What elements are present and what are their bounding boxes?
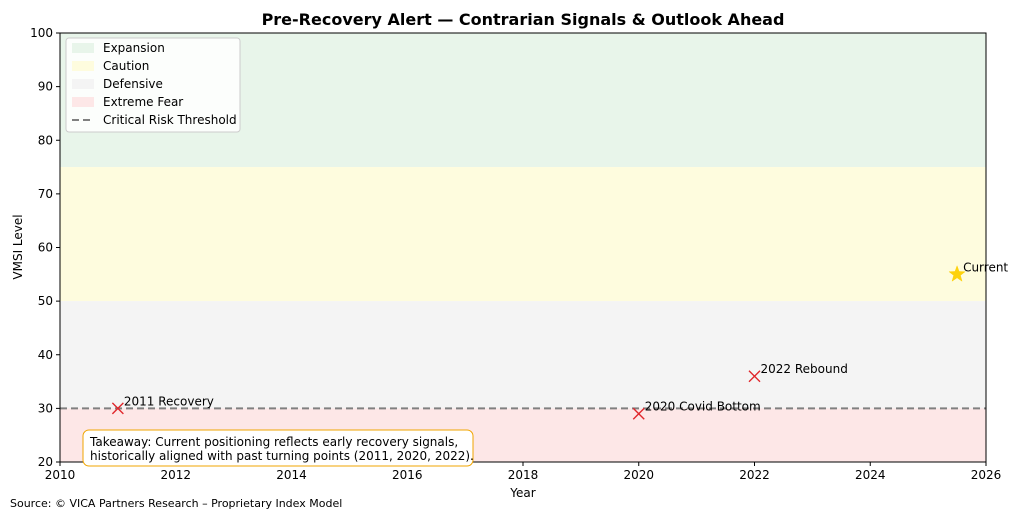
y-axis: 20 30 40 50 60 70 80 90 100 (30, 26, 60, 469)
signal-label: 2011 Recovery (124, 394, 214, 408)
x-tick-label: 2016 (392, 468, 423, 482)
legend-label: Critical Risk Threshold (103, 113, 237, 127)
data-points: 2011 Recovery 2020 Covid Bottom 2022 Rebou… (111, 260, 1008, 420)
annotation-line-1: Takeaway: Current positioning reflects e… (89, 435, 458, 449)
legend-label: Extreme Fear (103, 95, 183, 109)
current-star-marker (948, 265, 966, 282)
signal-label: 2022 Rebound (761, 362, 848, 376)
band-caution (60, 167, 986, 302)
takeaway-annotation: Takeaway: Current positioning reflects e… (82, 429, 474, 467)
zone-bands (60, 33, 986, 462)
legend-swatch (72, 43, 94, 53)
y-tick-label: 90 (38, 80, 53, 94)
x-tick-label: 2018 (508, 468, 539, 482)
x-tick-label: 2026 (971, 468, 1002, 482)
legend-swatch (72, 61, 94, 71)
y-axis-label: VMSI Level (11, 214, 25, 279)
y-tick-label: 70 (38, 187, 53, 201)
y-tick-label: 30 (38, 401, 53, 415)
legend-swatch (72, 79, 94, 89)
x-tick-label: 2022 (739, 468, 770, 482)
x-axis-label: Year (509, 486, 535, 500)
legend-box (65, 37, 241, 133)
x-tick-label: 2010 (45, 468, 76, 482)
legend-label: Caution (103, 59, 149, 73)
signal-marker (632, 407, 645, 420)
y-tick-label: 20 (38, 455, 53, 469)
x-tick-label: 2020 (623, 468, 654, 482)
x-tick-label: 2024 (855, 468, 886, 482)
y-tick-label: 100 (30, 26, 53, 40)
y-tick-label: 40 (38, 348, 53, 362)
legend-label: Expansion (103, 41, 165, 55)
y-tick-label: 80 (38, 133, 53, 147)
signal-marker (111, 402, 124, 415)
x-tick-label: 2012 (160, 468, 191, 482)
annotation-box (82, 429, 474, 467)
signal-marker (748, 370, 761, 383)
legend-label: Defensive (103, 77, 163, 91)
x-axis: 2010 2012 2014 2016 2018 2020 2022 2024 2026 (45, 462, 1002, 482)
band-defensive (60, 301, 986, 409)
x-tick-label: 2014 (276, 468, 307, 482)
y-tick-label: 50 (38, 294, 53, 308)
y-tick-label: 60 (38, 241, 53, 255)
source-footnote: Source: © VICA Partners Research – Propr… (10, 497, 342, 510)
chart-title: Pre-Recovery Alert — Contrarian Signals … (262, 10, 785, 29)
legend: Expansion Caution Defensive Extreme Fear Cri… (65, 37, 241, 133)
annotation-line-2: historically aligned with past turning p… (90, 449, 474, 463)
legend-swatch (72, 97, 94, 107)
signal-label: 2020 Covid Bottom (645, 400, 761, 414)
